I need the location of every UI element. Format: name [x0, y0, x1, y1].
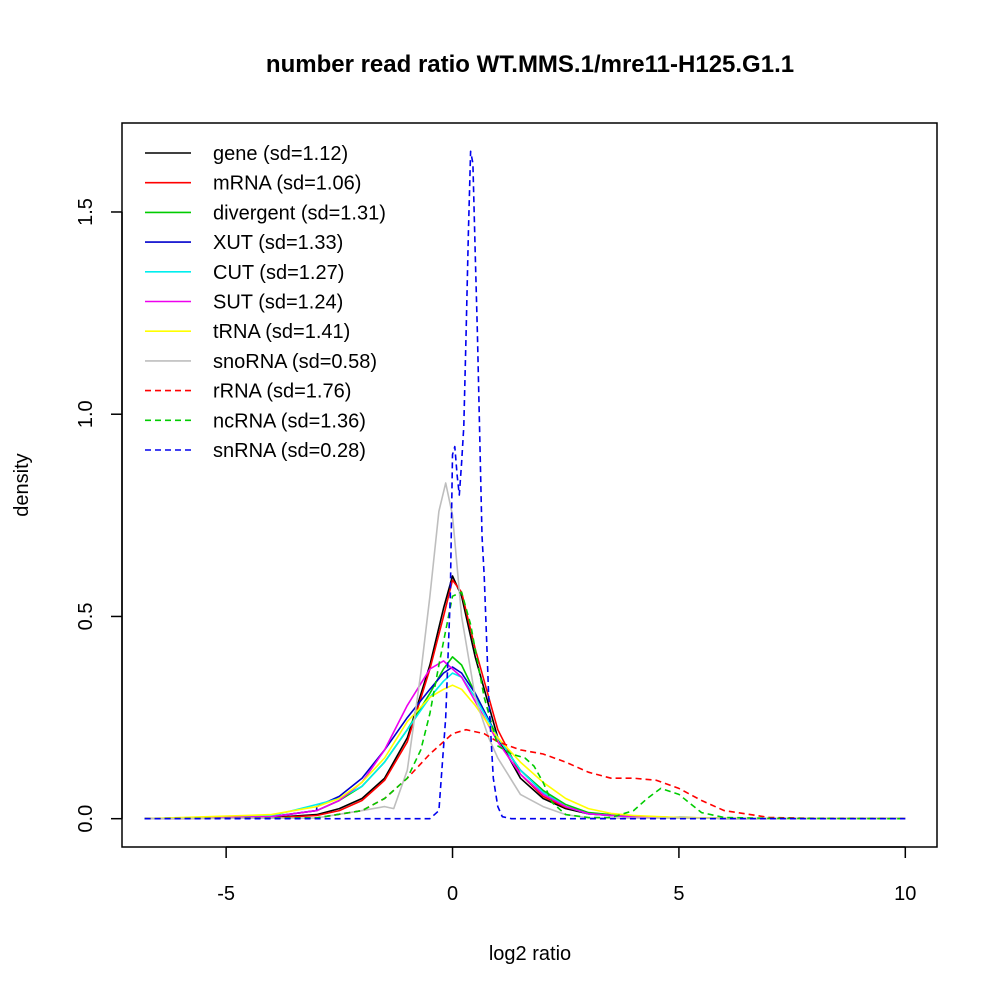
legend-label-4: CUT (sd=1.27) [213, 262, 344, 284]
x-tick-label: 0 [447, 883, 458, 905]
series-line-5 [144, 660, 906, 820]
series-layer [144, 150, 906, 820]
legend-label-6: tRNA (sd=1.41) [213, 321, 350, 343]
legend-label-2: divergent (sd=1.31) [213, 202, 386, 224]
legend-label-10: snRNA (sd=0.28) [213, 440, 366, 462]
series-line-6 [144, 684, 906, 820]
chart-title: number read ratio WT.MMS.1/mre11-H125.G1… [266, 51, 794, 78]
y-axis: 0.0 0.5 1.0 1.5 [75, 198, 123, 833]
series-line-7 [144, 482, 906, 820]
x-axis-title: log2 ratio [489, 943, 571, 965]
legend-label-0: gene (sd=1.12) [213, 143, 348, 165]
series-line-9 [144, 591, 906, 820]
legend-label-1: mRNA (sd=1.06) [213, 173, 361, 195]
y-tick-label: 0.5 [75, 603, 97, 631]
legend-label-7: snoRNA (sd=0.58) [213, 351, 377, 373]
legend-label-8: rRNA (sd=1.76) [213, 381, 351, 403]
x-tick-label: -5 [217, 883, 235, 905]
y-tick-label: 1.5 [75, 198, 97, 226]
x-tick-label: 10 [894, 883, 916, 905]
legend-label-3: XUT (sd=1.33) [213, 232, 343, 254]
y-tick-label: 0.0 [75, 805, 97, 833]
legend-label-9: ncRNA (sd=1.36) [213, 410, 366, 432]
legend: gene (sd=1.12) mRNA (sd=1.06) divergent (s… [145, 143, 386, 462]
y-axis-title: density [11, 453, 33, 516]
x-axis: -5 0 5 10 [217, 846, 916, 905]
legend-label-5: SUT (sd=1.24) [213, 292, 343, 314]
x-tick-label: 5 [673, 883, 684, 905]
series-line-10 [144, 150, 906, 820]
y-tick-label: 1.0 [75, 400, 97, 428]
